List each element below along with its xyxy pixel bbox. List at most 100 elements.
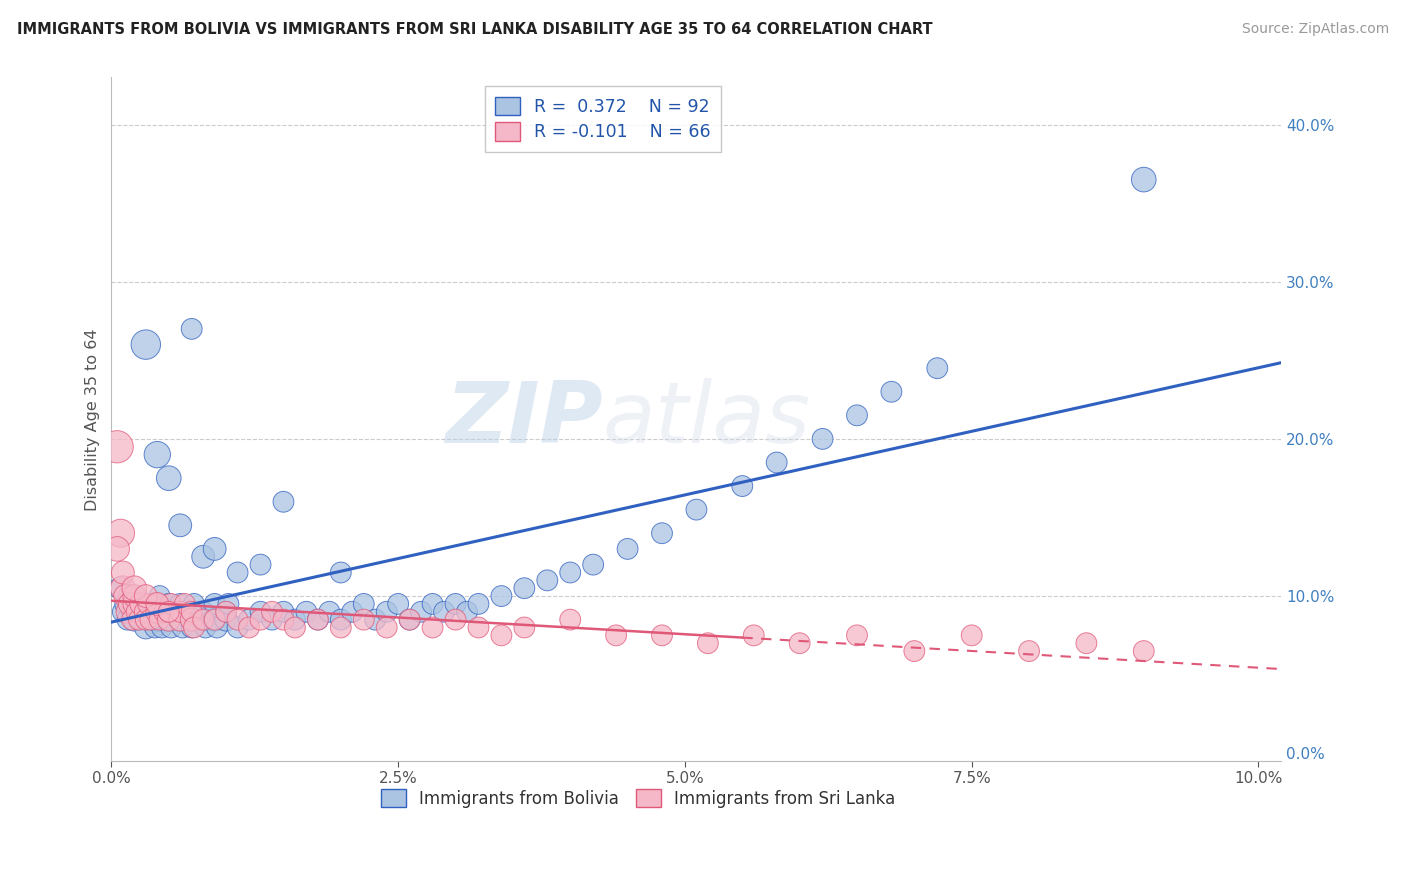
Point bbox=[153, 605, 176, 619]
Point bbox=[135, 613, 157, 627]
Point bbox=[136, 597, 159, 611]
Point bbox=[124, 597, 146, 611]
Point bbox=[157, 613, 180, 627]
Point bbox=[364, 613, 387, 627]
Point bbox=[1132, 172, 1154, 186]
Point bbox=[249, 558, 271, 572]
Point bbox=[651, 628, 673, 642]
Point bbox=[422, 620, 444, 634]
Point bbox=[536, 574, 558, 588]
Point bbox=[180, 620, 202, 634]
Point bbox=[249, 613, 271, 627]
Text: ZIP: ZIP bbox=[446, 377, 603, 461]
Point bbox=[960, 628, 983, 642]
Point bbox=[146, 597, 169, 611]
Point bbox=[129, 597, 152, 611]
Point bbox=[136, 605, 159, 619]
Point bbox=[157, 597, 180, 611]
Point bbox=[731, 479, 754, 493]
Point bbox=[226, 613, 249, 627]
Point bbox=[125, 605, 148, 619]
Point bbox=[398, 613, 420, 627]
Text: atlas: atlas bbox=[603, 377, 811, 461]
Point bbox=[846, 409, 869, 423]
Point bbox=[162, 605, 184, 619]
Point bbox=[169, 613, 191, 627]
Point bbox=[204, 597, 226, 611]
Point bbox=[685, 502, 707, 516]
Point bbox=[444, 613, 467, 627]
Point bbox=[193, 549, 215, 564]
Point bbox=[173, 597, 195, 611]
Point bbox=[111, 581, 134, 595]
Point bbox=[105, 440, 128, 454]
Point bbox=[118, 589, 141, 603]
Point bbox=[129, 605, 152, 619]
Point bbox=[124, 597, 146, 611]
Point bbox=[238, 620, 260, 634]
Point bbox=[1076, 636, 1098, 650]
Point bbox=[169, 605, 191, 619]
Point bbox=[765, 455, 787, 469]
Point bbox=[204, 541, 226, 556]
Point bbox=[160, 620, 183, 634]
Point bbox=[117, 613, 139, 627]
Point bbox=[135, 589, 157, 603]
Point bbox=[307, 613, 329, 627]
Point bbox=[342, 605, 364, 619]
Point bbox=[193, 613, 215, 627]
Point bbox=[467, 597, 489, 611]
Point bbox=[260, 605, 283, 619]
Point bbox=[422, 597, 444, 611]
Point bbox=[155, 605, 177, 619]
Point bbox=[204, 613, 226, 627]
Point bbox=[811, 432, 834, 446]
Legend: Immigrants from Bolivia, Immigrants from Sri Lanka: Immigrants from Bolivia, Immigrants from… bbox=[374, 783, 901, 814]
Point bbox=[180, 613, 202, 627]
Point bbox=[180, 613, 202, 627]
Point bbox=[375, 605, 398, 619]
Point bbox=[111, 566, 134, 580]
Point bbox=[157, 605, 180, 619]
Point bbox=[143, 620, 166, 634]
Point bbox=[284, 613, 307, 627]
Point bbox=[124, 589, 146, 603]
Point bbox=[491, 589, 513, 603]
Point bbox=[111, 605, 134, 619]
Point bbox=[121, 605, 143, 619]
Point bbox=[146, 613, 169, 627]
Point bbox=[846, 628, 869, 642]
Point bbox=[169, 597, 191, 611]
Point bbox=[444, 597, 467, 611]
Point bbox=[398, 613, 420, 627]
Point bbox=[169, 518, 191, 533]
Point bbox=[582, 558, 605, 572]
Point bbox=[124, 581, 146, 595]
Point bbox=[560, 613, 582, 627]
Point bbox=[927, 361, 949, 376]
Point bbox=[513, 581, 536, 595]
Point bbox=[125, 589, 148, 603]
Point bbox=[128, 613, 150, 627]
Point bbox=[169, 613, 191, 627]
Point bbox=[153, 613, 176, 627]
Y-axis label: Disability Age 35 to 64: Disability Age 35 to 64 bbox=[86, 328, 100, 510]
Point bbox=[204, 613, 226, 627]
Point bbox=[215, 605, 238, 619]
Point bbox=[193, 613, 215, 627]
Point bbox=[135, 337, 157, 351]
Point bbox=[160, 597, 183, 611]
Point bbox=[128, 613, 150, 627]
Point bbox=[295, 605, 318, 619]
Text: IMMIGRANTS FROM BOLIVIA VS IMMIGRANTS FROM SRI LANKA DISABILITY AGE 35 TO 64 COR: IMMIGRANTS FROM BOLIVIA VS IMMIGRANTS FR… bbox=[17, 22, 932, 37]
Point bbox=[513, 620, 536, 634]
Point bbox=[142, 597, 165, 611]
Point bbox=[135, 620, 157, 634]
Point bbox=[433, 605, 456, 619]
Point bbox=[135, 613, 157, 627]
Point bbox=[194, 620, 217, 634]
Point bbox=[605, 628, 627, 642]
Point bbox=[226, 620, 249, 634]
Point bbox=[353, 613, 375, 627]
Point bbox=[132, 597, 155, 611]
